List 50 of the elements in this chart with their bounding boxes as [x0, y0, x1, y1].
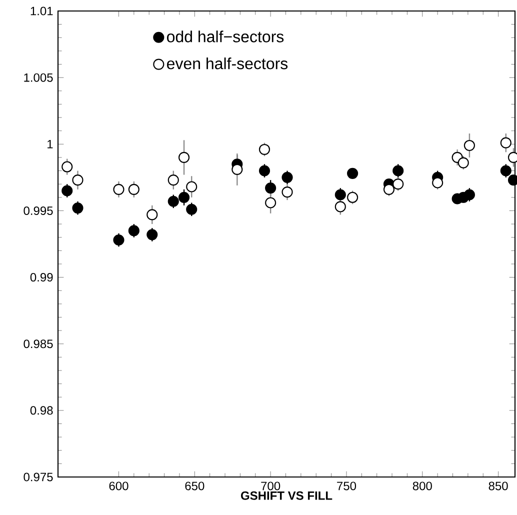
point [146, 229, 158, 240]
point [282, 186, 293, 198]
point [62, 161, 73, 172]
y-tick-label: 0.99 [30, 273, 53, 282]
legend-label: odd half−sectors [167, 30, 284, 42]
point [258, 144, 270, 155]
y-tick-label: 0.98 [30, 406, 53, 415]
y-tick-label: 1 [48, 140, 53, 148]
x-tick-label: 850 [488, 482, 508, 490]
x-axis-title: GSHIFT VS FILL [241, 491, 332, 500]
point [72, 174, 84, 186]
y-tick-label: 1.005 [24, 73, 53, 82]
point [186, 204, 198, 215]
point [146, 209, 158, 220]
point [258, 165, 270, 176]
point [72, 202, 84, 214]
point [232, 164, 243, 175]
point [178, 192, 190, 203]
point [383, 184, 395, 195]
point [113, 234, 124, 246]
point [464, 189, 475, 200]
point [186, 181, 198, 192]
point [128, 225, 140, 236]
point [392, 165, 404, 176]
y-tick-label: 0.995 [24, 206, 53, 215]
point [347, 192, 358, 203]
point [432, 177, 444, 188]
x-tick-label: 650 [185, 482, 204, 490]
point [265, 197, 276, 208]
x-tick-label: 700 [261, 482, 280, 490]
point [113, 184, 124, 195]
y-tick-label: 1.01 [30, 6, 53, 16]
point [128, 184, 140, 195]
legend-label: even half-sectors [167, 58, 288, 70]
point [334, 189, 346, 200]
y-tick-label: 0.985 [24, 340, 53, 348]
point [168, 174, 179, 186]
x-tick-label: 800 [412, 482, 432, 490]
point [464, 140, 475, 152]
point [282, 172, 293, 183]
point [392, 178, 404, 190]
point [62, 185, 73, 196]
point [168, 196, 179, 207]
y-tick-label: 0.975 [24, 472, 53, 482]
point [334, 201, 346, 212]
point [347, 168, 358, 179]
point [178, 152, 190, 163]
x-tick-label: 750 [337, 482, 356, 490]
x-tick-label: 600 [109, 482, 128, 490]
point [265, 182, 276, 194]
